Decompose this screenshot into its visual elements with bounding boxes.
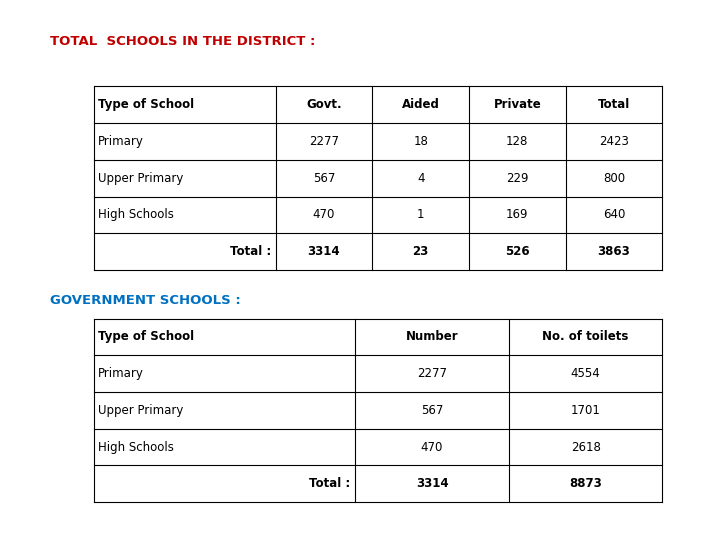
- Text: 229: 229: [506, 172, 528, 185]
- Text: 2423: 2423: [599, 135, 629, 148]
- Text: 2277: 2277: [417, 367, 447, 380]
- Text: 1: 1: [417, 208, 424, 221]
- Text: 470: 470: [421, 441, 444, 454]
- Text: TOTAL  SCHOOLS IN THE DISTRICT :: TOTAL SCHOOLS IN THE DISTRICT :: [50, 35, 316, 48]
- Text: High Schools: High Schools: [98, 441, 174, 454]
- Text: 1701: 1701: [571, 404, 600, 417]
- Text: Aided: Aided: [402, 98, 440, 111]
- Text: No. of toilets: No. of toilets: [542, 330, 629, 343]
- Text: Type of School: Type of School: [98, 330, 194, 343]
- Text: Upper Primary: Upper Primary: [98, 172, 184, 185]
- Text: Number: Number: [406, 330, 459, 343]
- Text: GOVERNMENT SCHOOLS :: GOVERNMENT SCHOOLS :: [50, 294, 241, 307]
- Text: 4: 4: [417, 172, 424, 185]
- Text: 640: 640: [603, 208, 625, 221]
- Text: 3314: 3314: [415, 477, 449, 490]
- Text: Type of School: Type of School: [98, 98, 194, 111]
- Text: Govt.: Govt.: [306, 98, 342, 111]
- Text: 128: 128: [506, 135, 528, 148]
- Text: 567: 567: [421, 404, 444, 417]
- Text: Total :: Total :: [310, 477, 351, 490]
- Text: 3863: 3863: [598, 245, 631, 258]
- Text: Total :: Total :: [230, 245, 271, 258]
- Text: 2277: 2277: [309, 135, 339, 148]
- Text: 567: 567: [312, 172, 335, 185]
- Text: Primary: Primary: [98, 135, 144, 148]
- Text: Total: Total: [598, 98, 630, 111]
- Text: Private: Private: [493, 98, 541, 111]
- Text: 3314: 3314: [307, 245, 341, 258]
- Text: High Schools: High Schools: [98, 208, 174, 221]
- Text: 23: 23: [413, 245, 429, 258]
- Text: 18: 18: [413, 135, 428, 148]
- Text: 4554: 4554: [571, 367, 600, 380]
- Text: 526: 526: [505, 245, 530, 258]
- Text: Upper Primary: Upper Primary: [98, 404, 184, 417]
- Text: 2618: 2618: [571, 441, 600, 454]
- Text: 169: 169: [506, 208, 528, 221]
- Text: Primary: Primary: [98, 367, 144, 380]
- Text: 8873: 8873: [570, 477, 602, 490]
- Text: 800: 800: [603, 172, 625, 185]
- Text: 470: 470: [312, 208, 335, 221]
